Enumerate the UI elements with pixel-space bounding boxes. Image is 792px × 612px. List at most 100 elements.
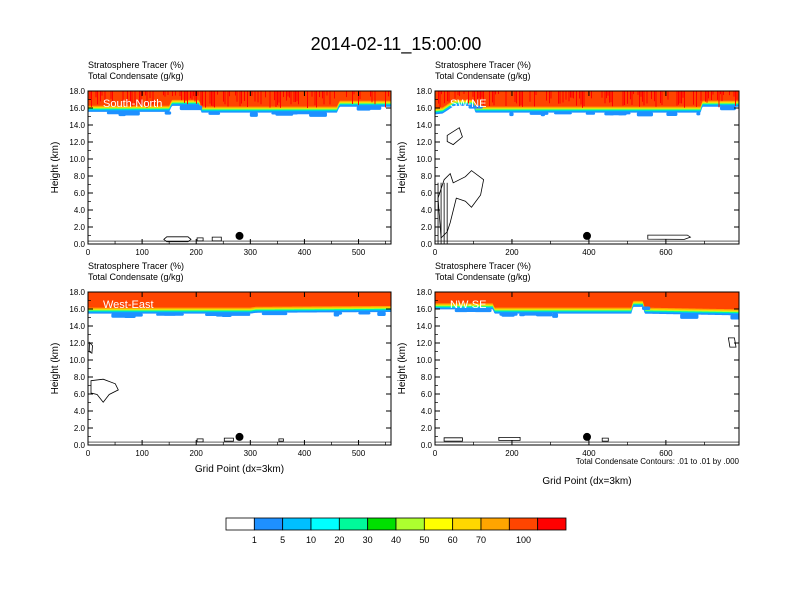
tracer-streak xyxy=(454,91,456,99)
condensate-pocket xyxy=(156,313,176,316)
condensate-contour xyxy=(443,437,463,442)
condensate-contours xyxy=(435,127,739,244)
tracer-streak xyxy=(682,91,684,98)
x-axis-label: Grid Point (dx=3km) xyxy=(195,464,284,475)
tracer-streak xyxy=(571,91,573,98)
tracer-streak xyxy=(130,91,131,104)
tracer-streak xyxy=(559,91,561,104)
y-tick-label: 10.0 xyxy=(416,356,432,365)
condensate-pocket xyxy=(292,112,319,115)
tracer-streak xyxy=(289,91,290,98)
tracer-streak xyxy=(576,91,577,106)
tracer-streak xyxy=(275,91,277,107)
panel-west-east: Stratosphere Tracer (%)Total Condensate … xyxy=(50,261,392,475)
condensate-contours xyxy=(88,341,391,443)
tracer-streak xyxy=(630,91,631,100)
tracer-band-100 xyxy=(435,292,739,310)
panel-name: South-North xyxy=(103,98,162,110)
tracer-streak xyxy=(654,91,655,102)
colorbar-swatch xyxy=(310,517,340,531)
condensate-contour xyxy=(223,437,234,442)
tracer-streak xyxy=(175,91,176,96)
tracer-streak xyxy=(529,91,531,102)
tracer-streak xyxy=(477,91,478,108)
tracer-streak xyxy=(639,91,640,107)
colorbar-label: 40 xyxy=(391,535,401,545)
tracer-streak xyxy=(194,91,196,102)
condensate-pocket xyxy=(221,313,232,318)
y-tick-label: 14.0 xyxy=(416,322,432,331)
tracer-streak xyxy=(601,91,603,98)
condensate-pocket xyxy=(477,309,487,312)
tracer-streak xyxy=(265,91,266,98)
tracer-streak xyxy=(549,91,550,104)
y-axis-label: Height (km) xyxy=(397,343,408,395)
condensate-contours xyxy=(435,337,739,443)
y-axis: 0.0 2.0 4.0 6.0 8.0 10.0 12.0 14.0 16.0 18.0 xyxy=(69,288,391,450)
condensate-contour xyxy=(498,436,521,441)
y-tick-label: 18.0 xyxy=(69,288,85,297)
tracer-streak xyxy=(140,91,142,105)
condensate-pocket xyxy=(366,106,382,110)
y-tick-label: 2.0 xyxy=(74,424,86,433)
tracer-streak xyxy=(708,91,709,99)
condensate-contour xyxy=(437,170,485,239)
tracer-streak xyxy=(293,91,295,103)
x-tick-label: 400 xyxy=(298,449,312,458)
tracer-streak xyxy=(122,91,124,101)
x-tick-label: 100 xyxy=(135,248,149,257)
tracer-band-100 xyxy=(88,292,391,308)
tracer-streak xyxy=(468,91,469,105)
tracer-streak xyxy=(534,91,535,107)
y-axis: 0.0 2.0 4.0 6.0 8.0 10.0 12.0 14.0 16.0 18.0 xyxy=(416,87,739,249)
panels: Stratosphere Tracer (%) Total Condensate … xyxy=(50,60,740,487)
colorbar-label: 30 xyxy=(363,535,373,545)
tracer-streak xyxy=(190,91,191,99)
tracer-streak xyxy=(705,91,706,102)
tracer-streak xyxy=(520,91,522,106)
tracer-streak xyxy=(483,91,484,105)
tracer-streak xyxy=(696,91,697,107)
tracer-streak xyxy=(579,91,580,99)
tracer-streak xyxy=(314,91,316,106)
tracer-streak xyxy=(514,91,516,102)
tracer-streak xyxy=(624,91,625,106)
tracer-streak xyxy=(583,91,585,107)
tracer-streak xyxy=(735,91,736,106)
colorbar-swatch xyxy=(537,517,567,531)
y-tick-label: 8.0 xyxy=(421,172,433,181)
tracer-streak xyxy=(104,91,106,102)
x-tick-label: 500 xyxy=(352,248,366,257)
panel-variable-label-1: Stratosphere Tracer (%) xyxy=(435,261,531,271)
x-tick-label: 600 xyxy=(659,248,673,257)
contour-footnote: Total Condensate Contours: .01 to .01 by… xyxy=(576,457,740,466)
colorbar-label: 60 xyxy=(448,535,458,545)
tracer-streak xyxy=(489,91,490,107)
tracer-streak xyxy=(388,91,389,97)
condensate-pocket xyxy=(604,112,615,116)
tracer-streak xyxy=(329,91,331,105)
tracer-streak xyxy=(163,91,164,96)
condensate-pocket xyxy=(529,112,549,115)
tracer-streak xyxy=(622,91,624,106)
tracer-streak xyxy=(481,91,483,98)
panel-name: West-East xyxy=(103,299,154,311)
tracer-streak xyxy=(236,91,238,102)
condensate-pocket xyxy=(460,309,479,313)
tracer-streak xyxy=(101,91,103,96)
tracer-streak xyxy=(655,91,657,107)
tracer-streak xyxy=(283,91,284,98)
y-tick-label: 10.0 xyxy=(69,155,85,164)
y-tick-label: 4.0 xyxy=(74,206,86,215)
tracer-streak xyxy=(631,91,633,105)
x-tick-label: 200 xyxy=(505,449,519,458)
tracer-streak xyxy=(319,91,320,98)
tracer-streak xyxy=(678,91,679,105)
condensate-pocket xyxy=(377,311,386,316)
tracer-streak xyxy=(152,91,154,105)
condensate-pocket xyxy=(617,112,627,116)
tracer-band-100 xyxy=(435,91,739,109)
x-tick-label: 400 xyxy=(582,248,596,257)
y-tick-label: 2.0 xyxy=(74,223,86,232)
tracer-streak xyxy=(439,91,441,107)
